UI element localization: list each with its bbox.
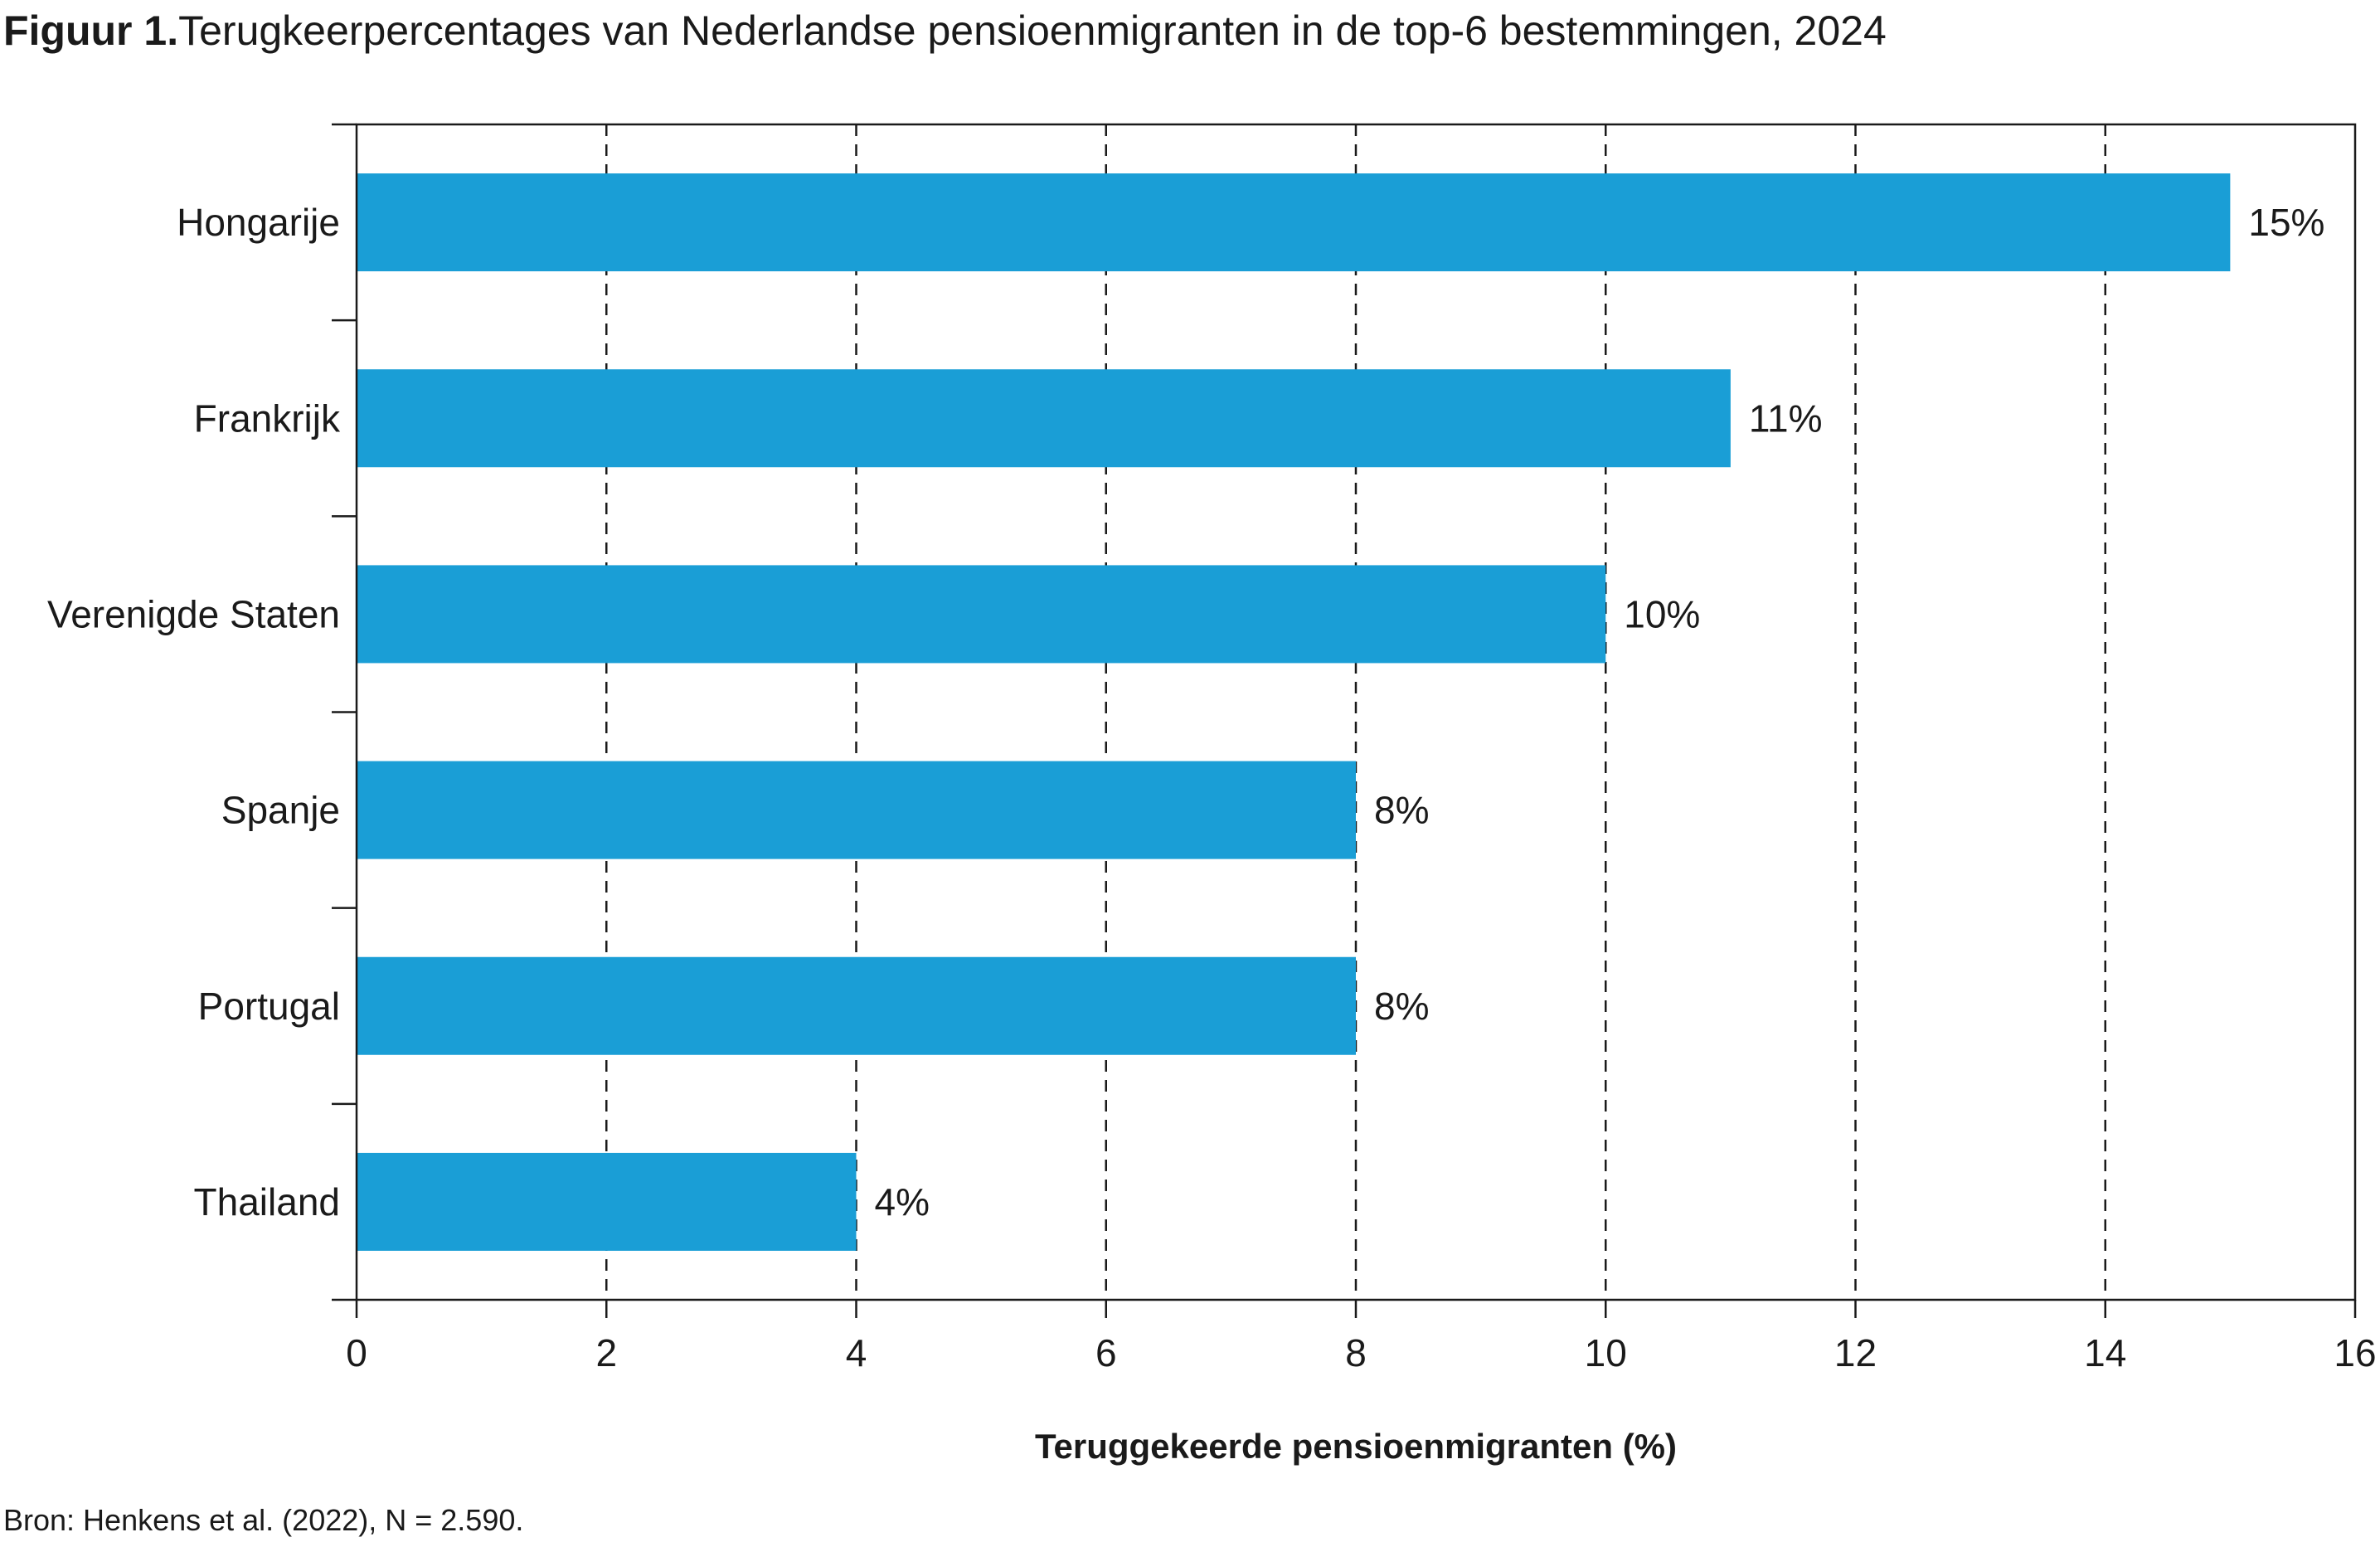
category-label: Frankrijk [194,396,341,440]
bar [357,565,1606,664]
category-label: Hongarije [177,201,340,244]
category-label: Spanje [221,789,340,832]
x-tick-label: 8 [1345,1331,1367,1374]
x-tick-label: 14 [2084,1331,2126,1374]
x-tick-label: 4 [846,1331,867,1374]
plot-frame [355,123,2357,1301]
data-label: 8% [1374,789,1429,832]
x-tick-label: 0 [346,1331,367,1374]
figure-title: Figuur 1.Terugkeerpercentages van Nederl… [3,7,1887,55]
source-note: Bron: Henkens et al. (2022), N = 2.590. [3,1503,524,1537]
data-label: 10% [1624,592,1700,635]
figure-number: Figuur 1. [3,7,179,54]
data-label: 15% [2248,201,2324,244]
data-label: 4% [875,1180,930,1223]
data-label: 8% [1374,985,1429,1028]
x-tick-label: 2 [595,1331,617,1374]
bar [357,761,1356,859]
category-label: Verenigde Staten [47,592,340,635]
data-label: 11% [1749,396,1823,440]
x-axis-title: Teruggekeerde pensioenmigranten (%) [1035,1427,1677,1466]
category-label: Portugal [198,985,340,1028]
figure-title-text: Terugkeerpercentages van Nederlandse pen… [178,7,1887,54]
x-tick-label: 6 [1095,1331,1117,1374]
x-tick-label: 12 [1834,1331,1877,1374]
x-tick-label: 16 [2334,1331,2376,1374]
bar [357,173,2231,272]
bar [357,956,1356,1055]
x-tick-label: 10 [1585,1331,1627,1374]
bar [357,1152,857,1251]
category-label: Thailand [194,1180,340,1223]
bar [357,369,1731,468]
